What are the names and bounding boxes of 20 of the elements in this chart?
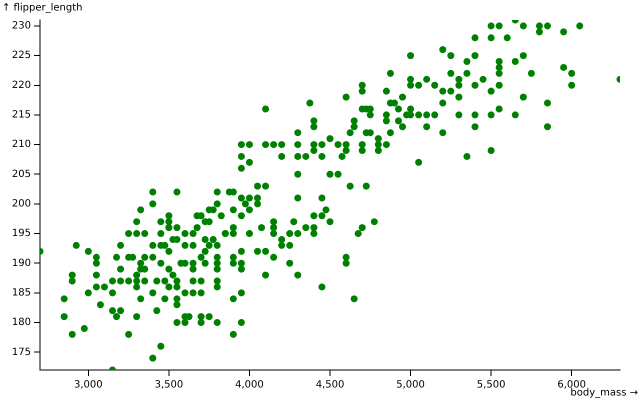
y-axis-title: ↑ flipper_length: [2, 2, 82, 14]
y-tick-label: 175: [12, 346, 31, 358]
y-tick-label: 185: [12, 287, 31, 298]
x-axis-title: body_mass →: [570, 388, 638, 399]
y-tick-label: 215: [12, 110, 31, 121]
y-tick-label: 205: [12, 168, 31, 180]
y-tick-label: 200: [12, 198, 31, 210]
y-tick-label: 225: [12, 50, 31, 62]
y-tick-label: 190: [12, 258, 31, 269]
x-tick-label: 3,000: [74, 380, 103, 391]
y-tick-label: 210: [12, 139, 31, 150]
y-tick-label: 180: [12, 317, 31, 328]
x-tick-label: 4,000: [235, 380, 264, 391]
x-tick-label: 3,500: [154, 380, 184, 391]
y-tick-label: 230: [12, 20, 31, 32]
y-tick-label: 220: [12, 80, 31, 91]
x-tick-label: 4,500: [316, 380, 344, 391]
x-tick-label: 5,000: [396, 380, 425, 391]
x-tick-label: 5,500: [476, 380, 506, 391]
y-tick-label: 195: [12, 228, 31, 240]
